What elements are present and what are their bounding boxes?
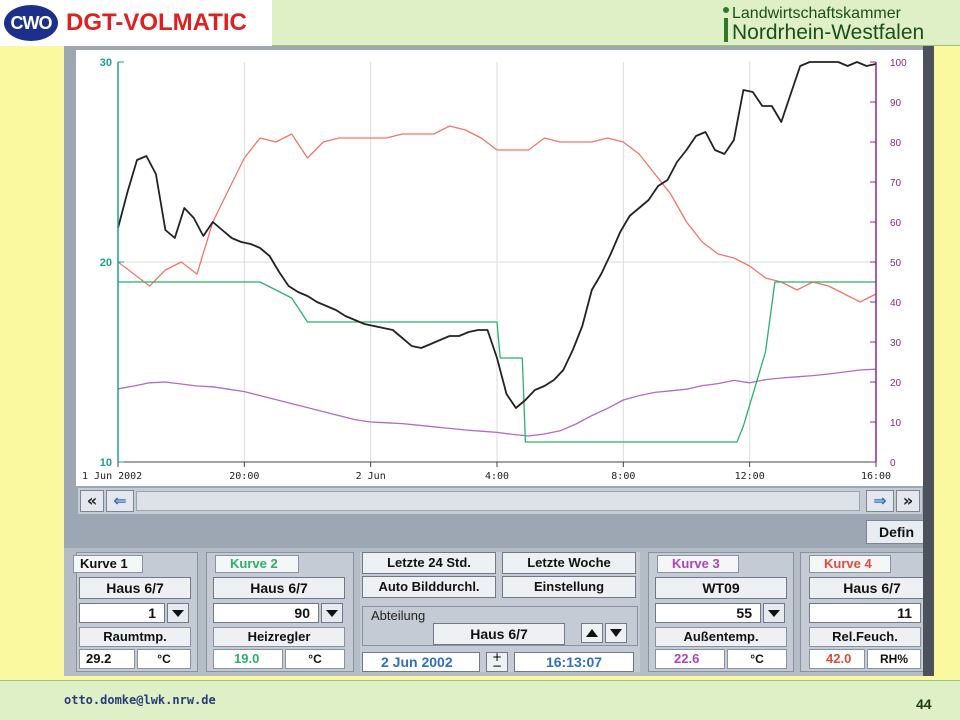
time-field: 16:13:07 <box>514 652 634 672</box>
right-axis-tick-label: 90 <box>890 98 902 109</box>
left-axis-tick-label: 30 <box>100 57 112 69</box>
kurve-3-unit: °C <box>727 649 787 669</box>
series-line-au-entemp- <box>117 368 877 437</box>
right-axis-tick-label: 60 <box>890 218 902 229</box>
kurve-4-value: 42.0 <box>809 649 865 669</box>
last-week-button[interactable]: Letzte Woche <box>502 552 636 574</box>
kurve-3-panel: Kurve 3 WT09 55 Außentemp. 22.6 °C <box>648 552 794 672</box>
x-axis-tick-label: 2 Jun <box>356 471 386 482</box>
kurve-1-tag: Kurve 1 <box>73 555 143 573</box>
right-axis-tick-label: 40 <box>890 298 902 309</box>
kurve-4-index-field[interactable]: 11 <box>809 603 921 623</box>
x-axis-tick-label: 4:00 <box>485 471 509 482</box>
define-button[interactable]: Defin <box>866 520 926 544</box>
lwk-logo-dot <box>723 7 729 13</box>
series-line-heizregler <box>118 281 876 443</box>
kurve-2-value: 19.0 <box>213 649 283 669</box>
auto-slideshow-button[interactable]: Auto Bilddurchl. <box>362 576 496 598</box>
kurve-4-unit: RH% <box>867 649 921 669</box>
scroll-left-button[interactable]: ⇐ <box>106 490 134 512</box>
left-axis-tick-label: 20 <box>100 257 112 269</box>
date-field[interactable]: 2 Jun 2002 <box>362 652 480 672</box>
series-line-rel-feuch- <box>117 125 877 303</box>
right-axis-tick-label: 0 <box>890 458 896 469</box>
kurve-2-dropdown-icon[interactable] <box>321 603 343 623</box>
kurve-3-dropdown-icon[interactable] <box>763 603 785 623</box>
scroll-right-button[interactable]: ⇒ <box>866 490 894 512</box>
time-scrollbar[interactable]: « ⇐ ⇒ » <box>78 488 922 514</box>
kurve-1-unit: °C <box>137 649 191 669</box>
climate-chart: 10 20 30 0 10 20 30 40 50 60 70 80 90 100 1 Jun 2002 20… <box>76 50 926 486</box>
scroll-start-button[interactable]: « <box>80 490 104 512</box>
chart-svg: 10 20 30 0 10 20 30 40 50 60 70 80 90 100 1 Jun 2002 20… <box>82 57 907 482</box>
scroll-end-button[interactable]: » <box>896 490 920 512</box>
footer-email: otto.domke@lwk.nrw.de <box>64 693 216 707</box>
kurve-2-unit: °C <box>285 649 345 669</box>
x-axis-tick-label: 20:00 <box>229 471 259 482</box>
kurve-3-house-button[interactable]: WT09 <box>655 577 787 599</box>
kurve-4-tag: Kurve 4 <box>809 555 891 573</box>
department-label: Abteilung <box>371 608 426 623</box>
kurve-1-house-button[interactable]: Haus 6/7 <box>79 577 191 599</box>
cwo-logo-badge: CWO <box>4 5 58 41</box>
lwk-logo: Landwirtschaftskammer Nordrhein-Westfale… <box>723 4 950 44</box>
right-axis-tick-label: 20 <box>890 378 902 389</box>
right-axis-tick-label: 50 <box>890 258 902 269</box>
x-axis-tick-label: 8:00 <box>611 471 635 482</box>
lwk-logo-line1: Landwirtschaftskammer <box>732 5 901 22</box>
kurve-1-value: 29.2 <box>79 649 135 669</box>
kurve-3-variable-label: Außentemp. <box>655 627 787 647</box>
dgt-volmatic-logo: CWO DGT-VOLMATIC <box>0 0 272 46</box>
page-number: 44 <box>916 696 932 712</box>
kurve-1-panel: Kurve 1 Haus 6/7 1 Raumtmp. 29.2 °C <box>73 552 198 672</box>
settings-button[interactable]: Einstellung <box>502 576 636 598</box>
kurve-1-dropdown-icon[interactable] <box>167 603 189 623</box>
right-axis-tick-label: 10 <box>890 418 902 429</box>
department-up-arrow-icon[interactable] <box>581 623 603 643</box>
scroll-track[interactable] <box>136 491 860 511</box>
kurve-2-panel: Kurve 2 Haus 6/7 90 Heizregler 19.0 °C <box>206 552 354 672</box>
lwk-logo-bar <box>724 18 728 42</box>
kurve-3-index-field[interactable]: 55 <box>655 603 761 623</box>
kurve-2-variable-label: Heizregler <box>213 627 345 647</box>
kurve-2-index-field[interactable]: 90 <box>213 603 319 623</box>
down-triangle-icon <box>610 629 622 637</box>
kurve-1-variable-label: Raumtmp. <box>79 627 191 647</box>
department-select-button[interactable]: Haus 6/7 <box>433 623 565 645</box>
kurve-4-variable-label: Rel.Feuch. <box>809 627 921 647</box>
kurve-4-house-button[interactable]: Haus 6/7 <box>809 577 934 599</box>
kurve-2-house-button[interactable]: Haus 6/7 <box>213 577 345 599</box>
date-spinner-icon[interactable]: + − <box>486 651 508 672</box>
right-axis-tick-label: 80 <box>890 138 902 149</box>
kurve-1-index-field[interactable]: 1 <box>79 603 165 623</box>
last-24h-button[interactable]: Letzte 24 Std. <box>362 552 496 574</box>
department-group: Abteilung Haus 6/7 <box>362 606 638 646</box>
right-axis-tick-label: 100 <box>890 58 907 69</box>
x-axis-tick-label: 16:00 <box>861 471 891 482</box>
kurve-3-tag: Kurve 3 <box>657 555 739 573</box>
slide-footer: otto.domke@lwk.nrw.de 44 <box>0 680 960 720</box>
climate-control-screen: 10 20 30 0 10 20 30 40 50 60 70 80 90 100 1 Jun 2002 20… <box>64 46 934 676</box>
center-control-panel: Letzte 24 Std. Letzte Woche Auto Bilddur… <box>360 552 640 672</box>
x-axis-tick-label: 12:00 <box>735 471 765 482</box>
screen-right-edge <box>923 46 934 676</box>
right-axis-tick-label: 70 <box>890 178 902 189</box>
up-triangle-icon <box>586 629 598 637</box>
series-line-raumtmp- <box>117 61 877 409</box>
department-down-arrow-icon[interactable] <box>605 623 627 643</box>
kurve-2-tag: Kurve 2 <box>215 555 299 573</box>
dgt-volmatic-wordmark: DGT-VOLMATIC <box>66 9 247 36</box>
kurve-4-panel: Kurve 4 Haus 6/7 11 Rel.Feuch. 42.0 RH% <box>800 552 934 672</box>
kurve-3-value: 22.6 <box>655 649 725 669</box>
slide-header: CWO DGT-VOLMATIC Landwirtschaftskammer N… <box>0 0 960 46</box>
lwk-logo-line2: Nordrhein-Westfalen <box>732 21 925 44</box>
x-axis-tick-label: 1 Jun 2002 <box>82 471 142 482</box>
left-axis-tick-label: 10 <box>100 457 112 469</box>
right-axis-tick-label: 30 <box>890 338 902 349</box>
